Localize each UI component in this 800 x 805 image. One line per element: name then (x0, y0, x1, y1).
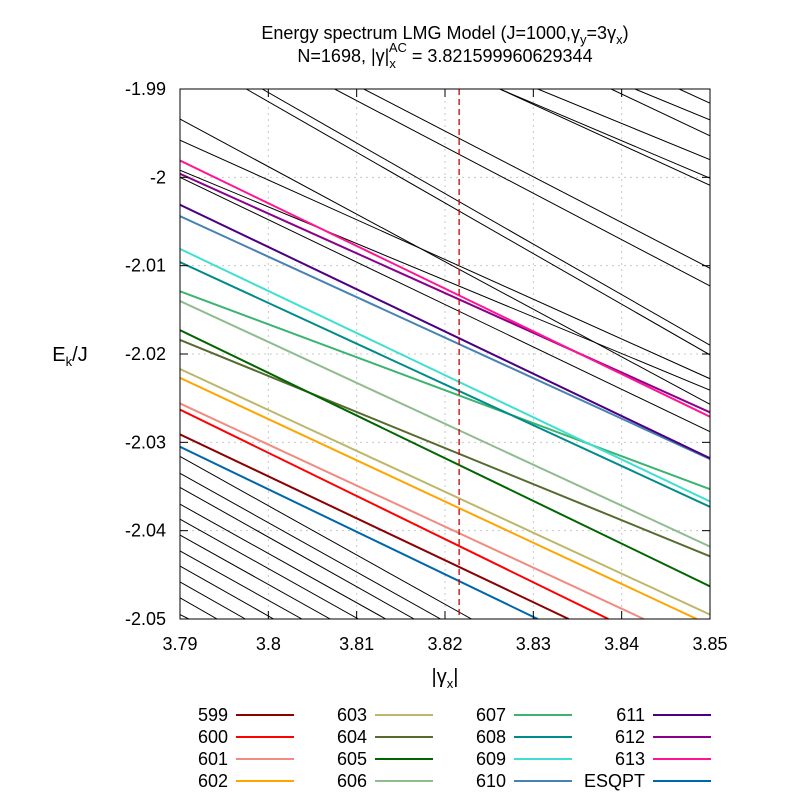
background-level-line (180, 456, 472, 619)
background-level-line (610, 89, 710, 137)
y-tick-label: -2.03 (125, 432, 166, 452)
y-tick-label: -2.04 (125, 521, 166, 541)
chart-title-line1: Energy spectrum LMG Model (J=1000,γy=3γx… (261, 23, 628, 47)
background-level-line (246, 89, 710, 356)
background-level-line (180, 565, 274, 619)
series-line-603 (180, 368, 710, 616)
series-line-611 (180, 203, 710, 460)
legend: 5996006016026036046056066076086096106116… (198, 705, 711, 791)
x-tick-label: 3.81 (339, 634, 374, 654)
y-tick-label: -1.99 (125, 79, 166, 99)
background-level-line (180, 472, 441, 619)
axis-ticks: 3.79 3.8 3.81 3.82 3.83 3.84 3.85 -1.99 -2 -2.01 -… (125, 79, 728, 654)
y-tick-label: -2.02 (125, 344, 166, 364)
series-line-601 (180, 402, 645, 619)
legend-label: 612 (615, 727, 645, 747)
background-level-line (261, 89, 710, 346)
y-tick-label: -2 (150, 167, 166, 187)
background-level-line (180, 581, 246, 619)
series-line-610 (180, 215, 710, 461)
legend-label: 613 (615, 749, 645, 769)
background-level-line (363, 89, 710, 269)
series-line-607 (180, 290, 710, 491)
background-level-line (634, 89, 710, 121)
background-level-line (180, 614, 190, 619)
legend-label: 607 (476, 705, 506, 725)
series-line-606 (180, 300, 710, 548)
background-level-line (678, 89, 710, 104)
series-line-608 (180, 261, 710, 508)
series-line-599 (180, 433, 570, 619)
x-tick-label: 3.82 (427, 634, 462, 654)
legend-label: 611 (616, 705, 645, 725)
series-line-600 (180, 408, 609, 619)
x-tick-label: 3.85 (692, 634, 727, 654)
x-tick-label: 3.79 (162, 634, 197, 654)
x-tick-label: 3.84 (604, 634, 639, 654)
background-level-line (180, 118, 710, 405)
background-level-line (499, 89, 710, 186)
x-tick-label: 3.83 (516, 634, 551, 654)
series-line-602 (180, 376, 698, 619)
x-tick-label: 3.8 (256, 634, 281, 654)
legend-label: 605 (337, 749, 367, 769)
background-levels (180, 89, 710, 619)
y-tick-label: -2.05 (125, 609, 166, 629)
legend-label: 610 (476, 771, 506, 791)
background-level-line (334, 89, 710, 287)
series-line-613 (180, 159, 710, 418)
background-level-line (180, 518, 359, 619)
legend-label: 608 (476, 727, 506, 747)
legend-label: 609 (476, 749, 506, 769)
chart-title-line2: N=1698, |γ|xAC = 3.821599960629344 (297, 40, 592, 71)
background-level-line (180, 176, 710, 433)
background-level-line (180, 139, 710, 380)
y-tick-label: -2.01 (125, 256, 166, 276)
background-level-line (180, 550, 303, 619)
background-level-line (180, 169, 710, 391)
series-line-612 (180, 172, 710, 414)
legend-label: 603 (337, 705, 367, 725)
background-level-line (499, 89, 710, 179)
background-level-line (180, 503, 387, 619)
background-level-line (180, 597, 218, 619)
series-line-609 (180, 247, 710, 503)
legend-label: 601 (198, 749, 228, 769)
legend-label: 600 (198, 727, 228, 747)
series-line-604 (180, 338, 710, 558)
legend-label: 604 (337, 727, 367, 747)
background-level-line (180, 534, 331, 619)
series-lines (180, 159, 710, 619)
legend-label: 602 (198, 771, 228, 791)
legend-label: 606 (337, 771, 367, 791)
legend-label: ESQPT (584, 771, 645, 791)
x-axis-label: |γx| (432, 666, 459, 691)
background-level-line (180, 486, 415, 619)
series-line-605 (180, 329, 710, 588)
series-line-esqpt (180, 445, 539, 619)
legend-label: 599 (198, 705, 228, 725)
y-axis-label: Ek/J (52, 344, 87, 369)
background-level-line (537, 89, 710, 161)
